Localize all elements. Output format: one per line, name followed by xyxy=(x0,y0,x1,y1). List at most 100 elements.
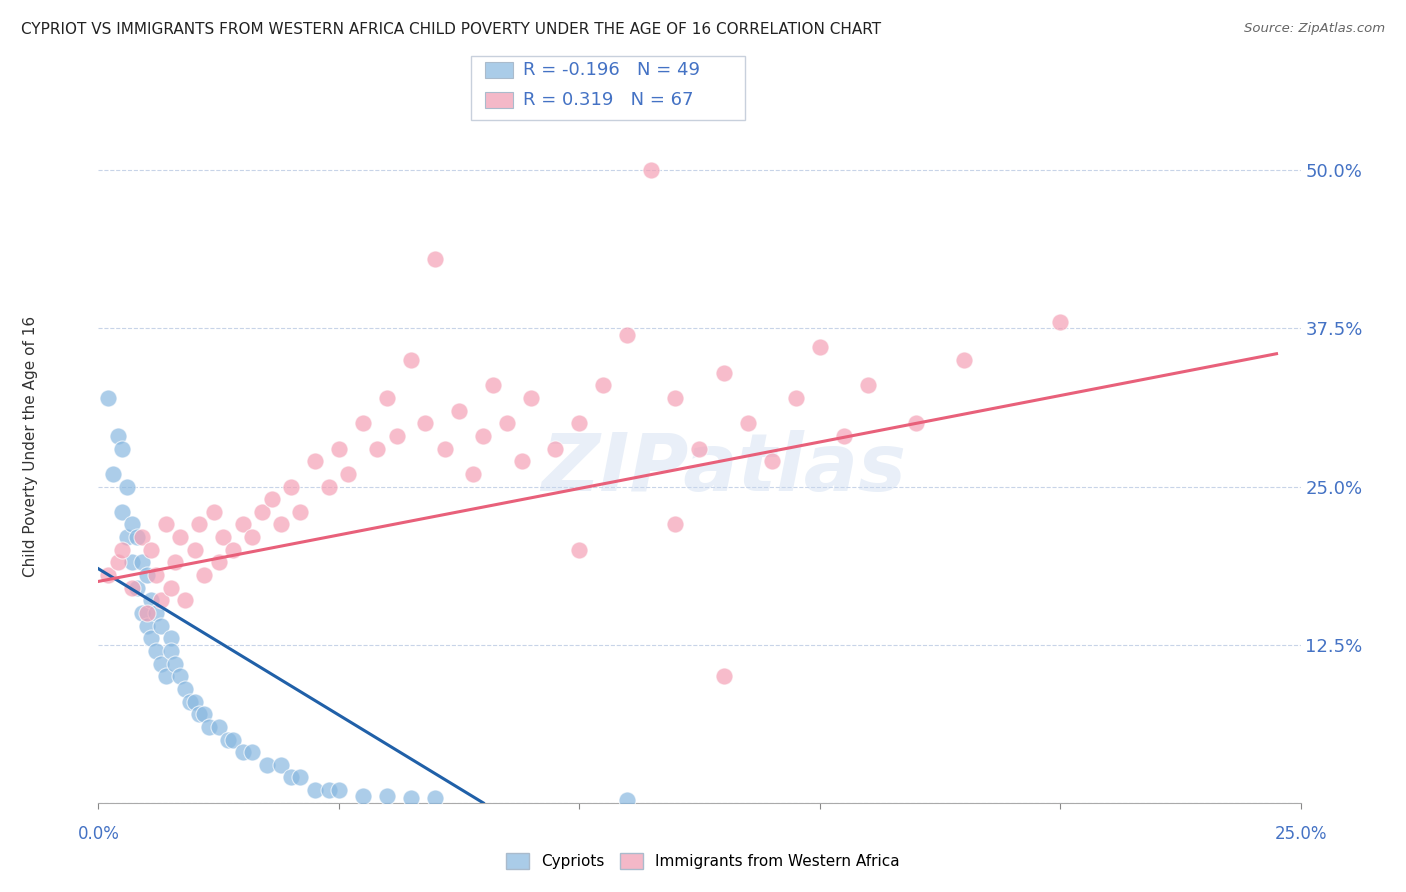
Point xyxy=(832,429,855,443)
Point xyxy=(107,429,129,443)
Point xyxy=(328,783,350,797)
Point xyxy=(212,530,235,544)
Point xyxy=(145,568,167,582)
Point xyxy=(141,593,163,607)
Point xyxy=(97,391,120,405)
Point xyxy=(101,467,124,481)
Point xyxy=(256,757,278,772)
Point xyxy=(481,378,503,392)
Point xyxy=(121,556,143,570)
Point xyxy=(713,669,735,683)
Point xyxy=(111,442,134,456)
Point xyxy=(1049,315,1071,329)
Point xyxy=(155,517,177,532)
Point xyxy=(188,707,211,722)
Point xyxy=(111,542,134,557)
Point xyxy=(125,581,148,595)
Text: ZIPatlas: ZIPatlas xyxy=(541,430,905,508)
Point xyxy=(510,454,533,468)
Point xyxy=(375,789,398,804)
Point xyxy=(169,669,191,683)
Point xyxy=(640,163,662,178)
Point xyxy=(208,556,231,570)
Point xyxy=(399,353,422,368)
Point xyxy=(366,442,388,456)
Point xyxy=(183,542,205,557)
Point xyxy=(183,695,205,709)
Point xyxy=(135,606,157,620)
Point xyxy=(232,517,254,532)
Point xyxy=(568,542,591,557)
Text: CYPRIOT VS IMMIGRANTS FROM WESTERN AFRICA CHILD POVERTY UNDER THE AGE OF 16 CORR: CYPRIOT VS IMMIGRANTS FROM WESTERN AFRIC… xyxy=(21,22,882,37)
Text: Child Poverty Under the Age of 16: Child Poverty Under the Age of 16 xyxy=(24,316,38,576)
Point xyxy=(664,517,686,532)
Point xyxy=(592,378,614,392)
Point xyxy=(423,252,446,266)
Point xyxy=(399,790,422,805)
Point xyxy=(304,783,326,797)
Point xyxy=(217,732,239,747)
Point xyxy=(141,632,163,646)
Point xyxy=(616,793,638,807)
Point xyxy=(135,568,157,582)
Point xyxy=(433,442,456,456)
Point xyxy=(107,556,129,570)
Point xyxy=(423,790,446,805)
Point xyxy=(179,695,201,709)
Point xyxy=(202,505,225,519)
Point xyxy=(280,771,302,785)
Point xyxy=(131,606,153,620)
Point xyxy=(131,556,153,570)
Point xyxy=(520,391,543,405)
Point xyxy=(97,568,120,582)
Point xyxy=(111,505,134,519)
Point xyxy=(169,530,191,544)
Point xyxy=(121,581,143,595)
Point xyxy=(761,454,783,468)
Point xyxy=(141,542,163,557)
Point xyxy=(280,479,302,493)
Point xyxy=(290,505,312,519)
Point xyxy=(375,391,398,405)
Point xyxy=(222,542,245,557)
Point xyxy=(664,391,686,405)
Point xyxy=(472,429,495,443)
Point xyxy=(174,681,197,696)
Point xyxy=(125,530,148,544)
Point xyxy=(304,454,326,468)
Point xyxy=(188,517,211,532)
Text: R = -0.196   N = 49: R = -0.196 N = 49 xyxy=(523,62,700,79)
Point xyxy=(159,632,181,646)
Point xyxy=(145,606,167,620)
Point xyxy=(149,657,172,671)
Point xyxy=(155,669,177,683)
Point xyxy=(688,442,710,456)
Point xyxy=(149,593,172,607)
Point xyxy=(616,327,638,342)
Point xyxy=(270,757,292,772)
Point xyxy=(352,417,374,431)
Point xyxy=(240,530,263,544)
Point xyxy=(121,517,143,532)
Point xyxy=(193,568,215,582)
Point xyxy=(447,403,470,417)
Point xyxy=(240,745,263,759)
Point xyxy=(953,353,976,368)
Point xyxy=(463,467,485,481)
Text: 25.0%: 25.0% xyxy=(1274,825,1327,843)
Point xyxy=(174,593,197,607)
Point xyxy=(145,644,167,658)
Point xyxy=(117,479,139,493)
Point xyxy=(904,417,927,431)
Point xyxy=(318,479,340,493)
Point xyxy=(270,517,292,532)
Point xyxy=(117,530,139,544)
Point xyxy=(290,771,312,785)
Point xyxy=(856,378,879,392)
Point xyxy=(352,789,374,804)
Point xyxy=(193,707,215,722)
Point xyxy=(808,340,831,354)
Point xyxy=(149,618,172,632)
Point xyxy=(568,417,591,431)
Point xyxy=(737,417,759,431)
